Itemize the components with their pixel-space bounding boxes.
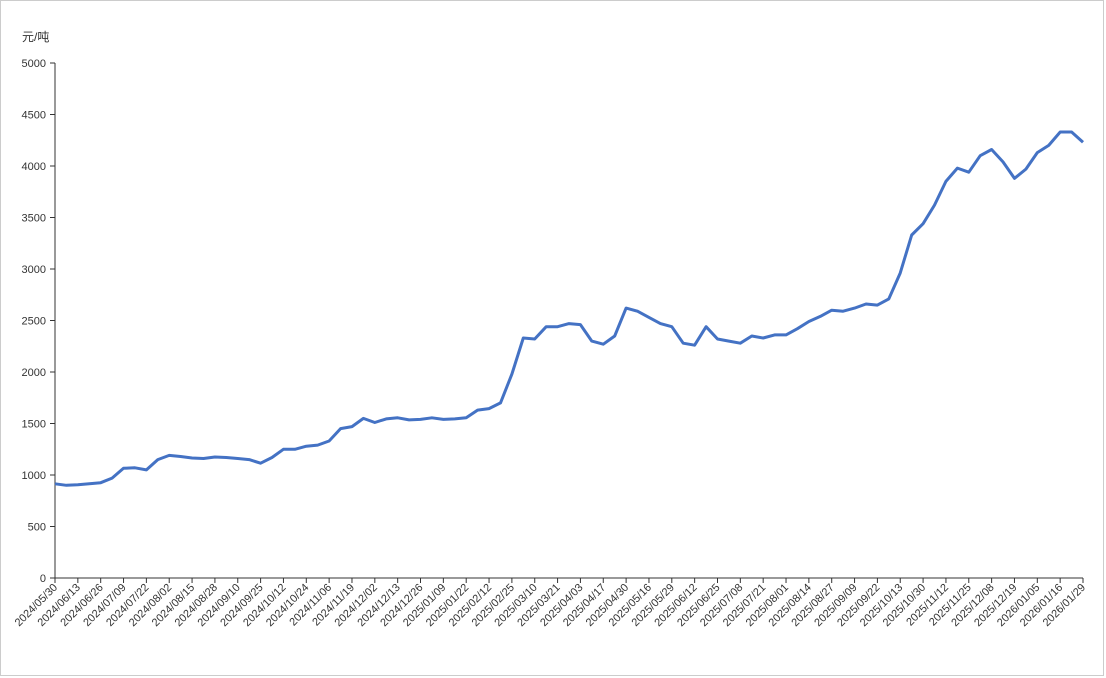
y-tick-label: 0 xyxy=(40,573,46,585)
y-tick-label: 4500 xyxy=(22,110,46,122)
series-line xyxy=(54,130,1085,487)
y-tick-label: 1500 xyxy=(22,419,46,431)
y-tick-label: 2000 xyxy=(22,367,46,379)
y-axis-label: 元/吨 xyxy=(22,30,49,44)
y-tick-label: 4000 xyxy=(22,161,46,173)
y-tick-label: 1000 xyxy=(22,470,46,482)
y-tick-label: 2500 xyxy=(22,316,46,328)
y-tick-label: 500 xyxy=(28,522,46,534)
y-tick-label: 3500 xyxy=(22,213,46,225)
y-tick-label: 5000 xyxy=(22,58,46,70)
y-tick-label: 3000 xyxy=(22,264,46,276)
